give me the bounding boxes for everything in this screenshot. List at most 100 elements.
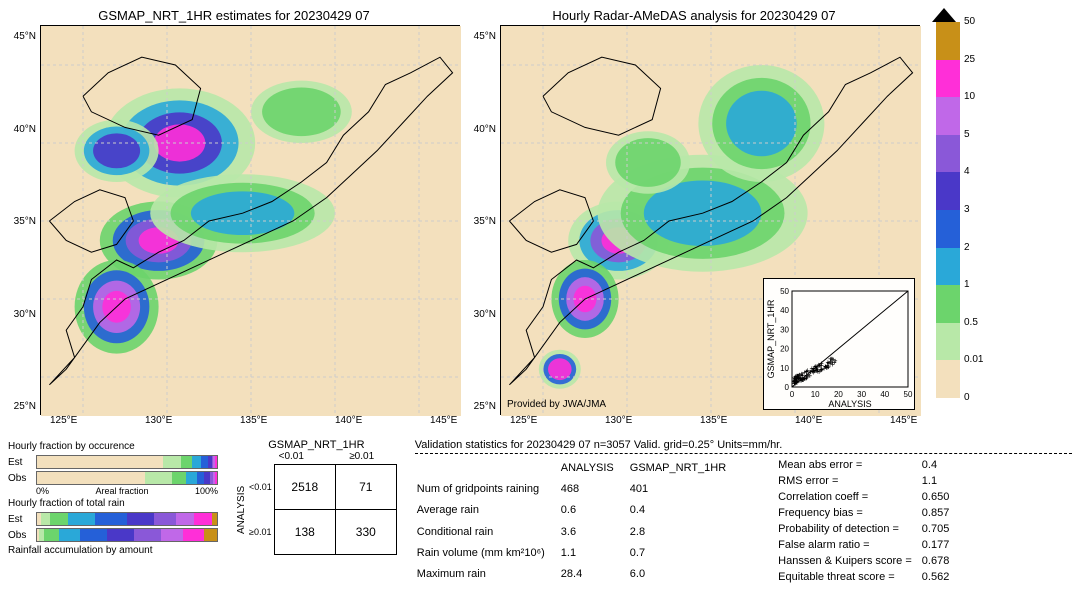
colorbar-segment bbox=[936, 210, 960, 248]
metric-value: 0.4 bbox=[918, 458, 954, 472]
fraction-segment bbox=[145, 472, 172, 484]
frac-axis-right: 100% bbox=[195, 486, 218, 496]
metric-label: Equitable threat score = bbox=[774, 570, 916, 584]
svg-text:20: 20 bbox=[834, 390, 843, 399]
metric-value: 0.678 bbox=[918, 554, 954, 568]
axis-tick: 35°N bbox=[14, 216, 36, 227]
svg-text:ANALYSIS: ANALYSIS bbox=[828, 399, 871, 409]
svg-text:40: 40 bbox=[880, 390, 889, 399]
fraction-segment bbox=[176, 513, 194, 525]
axis-tick: 25°N bbox=[474, 401, 496, 412]
colorbar-arrow-icon bbox=[932, 8, 956, 22]
ct-row-header: ANALYSIS bbox=[236, 464, 247, 555]
svg-text:+: + bbox=[802, 374, 807, 383]
fraction-segment bbox=[50, 513, 68, 525]
fraction-title-3: Rainfall accumulation by amount bbox=[8, 545, 218, 556]
colorbar: 00.010.512345102550 bbox=[936, 22, 960, 398]
validation-panel: Validation statistics for 20230429 07 n=… bbox=[415, 439, 1072, 586]
fraction-segment bbox=[172, 472, 186, 484]
axis-tick: 45°N bbox=[474, 31, 496, 42]
axis-tick: 40°N bbox=[474, 124, 496, 135]
contingency-panel: GSMAP_NRT_1HR <0.01 ≥0.01 ANALYSIS <0.01… bbox=[236, 439, 397, 586]
fraction-segment bbox=[181, 456, 192, 468]
colorbar-segment bbox=[936, 60, 960, 98]
validation-cell: 1.1 bbox=[561, 543, 628, 562]
colorbar-segment bbox=[936, 248, 960, 286]
bottom-row: Hourly fraction by occurence EstObs 0% A… bbox=[8, 439, 1072, 586]
colorbar-tick: 1 bbox=[964, 279, 970, 290]
ct-cell-10: 138 bbox=[274, 510, 335, 555]
validation-cell: 0.7 bbox=[630, 543, 740, 562]
svg-text:+: + bbox=[794, 372, 799, 381]
colorbar-segment bbox=[936, 285, 960, 323]
fraction-bar bbox=[36, 455, 218, 469]
metric-label: Correlation coeff = bbox=[774, 490, 916, 504]
svg-text:10: 10 bbox=[811, 390, 820, 399]
scatter-inset: 0010102020303040405050++++++++++++++++++… bbox=[763, 278, 915, 410]
lat-axis-right: 25°N30°N35°N40°N45°N bbox=[468, 25, 500, 415]
fraction-segment bbox=[37, 472, 145, 484]
lat-axis-left: 25°N30°N35°N40°N45°N bbox=[8, 25, 40, 415]
axis-tick: 45°N bbox=[14, 31, 36, 42]
svg-text:+: + bbox=[814, 362, 819, 371]
ct-cell-11: 330 bbox=[335, 510, 396, 555]
fraction-segment bbox=[37, 456, 163, 468]
metric-label: False alarm ratio = bbox=[774, 538, 916, 552]
axis-tick: 140°E bbox=[335, 415, 362, 426]
axis-tick: 135°E bbox=[700, 415, 727, 426]
right-map-title: Hourly Radar-AMeDAS analysis for 2023042… bbox=[468, 8, 920, 23]
fraction-row-label: Obs bbox=[8, 473, 32, 484]
fraction-segment bbox=[194, 513, 212, 525]
axis-tick: 30°N bbox=[474, 309, 496, 320]
svg-text:50: 50 bbox=[780, 287, 789, 296]
left-map bbox=[40, 25, 460, 415]
fraction-segment bbox=[80, 529, 107, 541]
svg-text:30: 30 bbox=[857, 390, 866, 399]
metric-label: Probability of detection = bbox=[774, 522, 916, 536]
fraction-segment bbox=[59, 529, 81, 541]
fraction-segment bbox=[107, 529, 134, 541]
colorbar-tick: 2 bbox=[964, 242, 970, 253]
ct-cell-00: 2518 bbox=[274, 465, 335, 510]
metric-label: RMS error = bbox=[774, 474, 916, 488]
fraction-segment bbox=[212, 513, 217, 525]
colorbar-tick: 4 bbox=[964, 166, 970, 177]
svg-text:GSMAP_NRT_1HR: GSMAP_NRT_1HR bbox=[766, 299, 776, 378]
left-map-panel: GSMAP_NRT_1HR estimates for 20230429 07 … bbox=[8, 8, 460, 431]
metric-label: Frequency bias = bbox=[774, 506, 916, 520]
svg-text:0: 0 bbox=[790, 390, 795, 399]
fraction-row-label: Obs bbox=[8, 530, 32, 541]
axis-tick: 145°E bbox=[890, 415, 917, 426]
ct-col-label-0: <0.01 bbox=[279, 451, 304, 462]
colorbar-segment bbox=[936, 323, 960, 361]
fraction-segment bbox=[41, 513, 50, 525]
ct-row-label-0: <0.01 bbox=[249, 482, 272, 492]
axis-tick: 135°E bbox=[240, 415, 267, 426]
svg-text:+: + bbox=[825, 361, 830, 370]
val-colh-1: GSMAP_NRT_1HR bbox=[630, 458, 740, 477]
validation-cell: 401 bbox=[630, 479, 740, 498]
colorbar-segment bbox=[936, 172, 960, 210]
fraction-segment bbox=[68, 513, 95, 525]
axis-tick: 140°E bbox=[795, 415, 822, 426]
svg-text:30: 30 bbox=[780, 325, 789, 334]
colorbar-tick: 5 bbox=[964, 129, 970, 140]
fraction-segment bbox=[154, 513, 176, 525]
fraction-bar bbox=[36, 528, 218, 542]
ct-row-label-1: ≥0.01 bbox=[249, 527, 272, 537]
fraction-segment bbox=[95, 513, 127, 525]
metric-value: 0.177 bbox=[918, 538, 954, 552]
validation-cell: Average rain bbox=[417, 500, 559, 519]
metric-value: 0.857 bbox=[918, 506, 954, 520]
svg-text:10: 10 bbox=[780, 364, 789, 373]
metric-value: 1.1 bbox=[918, 474, 954, 488]
validation-cell: 468 bbox=[561, 479, 628, 498]
fraction-segment bbox=[197, 472, 204, 484]
svg-text:40: 40 bbox=[780, 306, 789, 315]
frac-axis-label: Areal fraction bbox=[95, 486, 148, 496]
axis-tick: 145°E bbox=[430, 415, 457, 426]
fraction-segment bbox=[215, 472, 217, 484]
lon-axis-right: 125°E130°E135°E140°E145°E bbox=[500, 415, 920, 431]
fraction-segment bbox=[186, 472, 197, 484]
validation-cell: 28.4 bbox=[561, 565, 628, 584]
